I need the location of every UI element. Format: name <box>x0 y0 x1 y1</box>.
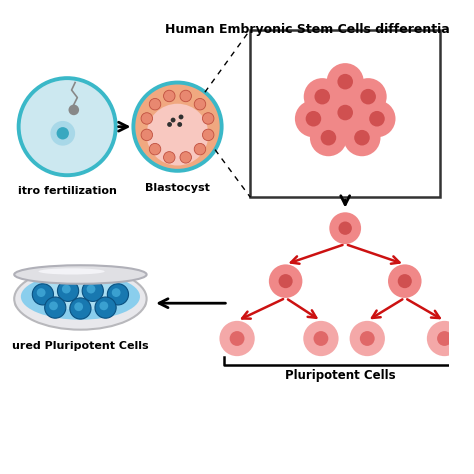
Circle shape <box>304 78 341 115</box>
Circle shape <box>369 111 385 127</box>
Circle shape <box>149 144 161 155</box>
Ellipse shape <box>14 265 146 284</box>
Circle shape <box>194 144 206 155</box>
Text: Blastocyst: Blastocyst <box>145 183 210 193</box>
Circle shape <box>56 127 69 139</box>
Circle shape <box>112 288 120 297</box>
Circle shape <box>107 284 128 305</box>
Text: ured Pluripotent Cells: ured Pluripotent Cells <box>12 341 149 351</box>
Circle shape <box>180 90 191 102</box>
Circle shape <box>279 274 292 288</box>
Circle shape <box>194 99 206 110</box>
Ellipse shape <box>34 279 127 310</box>
Ellipse shape <box>21 273 140 320</box>
Circle shape <box>398 274 412 288</box>
Circle shape <box>437 331 452 346</box>
Circle shape <box>50 121 75 146</box>
Circle shape <box>141 129 153 141</box>
Circle shape <box>344 119 381 156</box>
Circle shape <box>427 321 462 356</box>
Circle shape <box>70 298 91 319</box>
Circle shape <box>87 285 95 293</box>
Circle shape <box>18 78 116 175</box>
Circle shape <box>327 94 364 131</box>
Circle shape <box>360 89 376 104</box>
Circle shape <box>230 331 245 346</box>
Circle shape <box>219 321 255 356</box>
Circle shape <box>45 297 66 318</box>
Circle shape <box>360 331 374 346</box>
Circle shape <box>69 105 79 115</box>
Ellipse shape <box>14 268 146 330</box>
Circle shape <box>338 221 352 235</box>
Circle shape <box>49 301 58 310</box>
Circle shape <box>180 152 191 163</box>
Circle shape <box>269 264 302 298</box>
Circle shape <box>350 321 385 356</box>
Circle shape <box>100 301 108 310</box>
Circle shape <box>310 119 347 156</box>
Circle shape <box>95 297 116 318</box>
Circle shape <box>32 284 54 305</box>
Circle shape <box>202 113 214 124</box>
Circle shape <box>320 130 336 146</box>
Circle shape <box>313 331 328 346</box>
Bar <box>250 29 440 197</box>
Circle shape <box>146 104 209 165</box>
Circle shape <box>74 302 83 311</box>
Ellipse shape <box>14 289 146 319</box>
Circle shape <box>314 89 330 104</box>
Circle shape <box>306 111 321 127</box>
Circle shape <box>337 74 353 90</box>
Text: itro fertilization: itro fertilization <box>18 186 117 196</box>
Ellipse shape <box>38 268 105 274</box>
Circle shape <box>171 118 175 122</box>
Circle shape <box>179 115 183 119</box>
Circle shape <box>164 152 175 163</box>
Circle shape <box>295 100 332 137</box>
Circle shape <box>327 63 364 100</box>
Circle shape <box>82 280 103 301</box>
Circle shape <box>350 78 387 115</box>
Circle shape <box>202 129 214 141</box>
Circle shape <box>358 100 395 137</box>
Circle shape <box>141 113 153 124</box>
Circle shape <box>303 321 338 356</box>
Text: Pluripotent Cells: Pluripotent Cells <box>285 368 396 382</box>
Circle shape <box>62 285 71 293</box>
Circle shape <box>36 288 46 297</box>
Circle shape <box>337 105 353 120</box>
Circle shape <box>164 90 175 102</box>
Circle shape <box>329 212 361 244</box>
Text: Human Embryonic Stem Cells differentia: Human Embryonic Stem Cells differentia <box>165 23 450 36</box>
Circle shape <box>133 82 222 171</box>
Circle shape <box>149 99 161 110</box>
Circle shape <box>167 122 172 127</box>
Circle shape <box>57 280 79 301</box>
Circle shape <box>177 122 182 127</box>
Circle shape <box>388 264 421 298</box>
Circle shape <box>354 130 370 146</box>
